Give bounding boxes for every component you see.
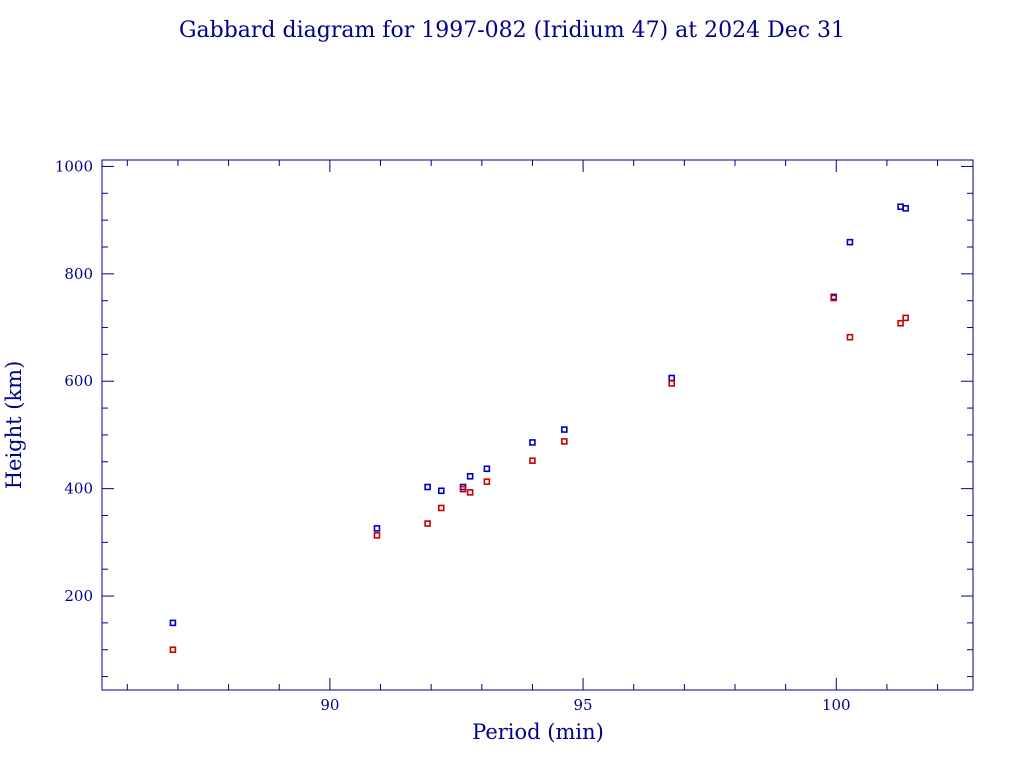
data-point: [897, 203, 904, 211]
y-tick-label: 1000: [55, 157, 93, 175]
data-point: [437, 504, 445, 512]
data-point: [846, 333, 854, 341]
axis-tick-labels: 90 95 100 200 400 600 800 1000: [55, 157, 851, 714]
data-point: [437, 487, 445, 495]
data-point: [169, 619, 177, 627]
data-point: [373, 525, 381, 532]
data-point: [902, 205, 909, 212]
data-point: [830, 294, 838, 302]
x-axis-label: Period (min): [472, 720, 604, 744]
y-tick-label: 600: [64, 372, 93, 390]
data-point: [373, 532, 381, 539]
data-point: [846, 238, 854, 246]
chart-title: Gabbard diagram for 1997-082 (Iridium 47…: [179, 18, 845, 43]
data-point: [459, 485, 467, 493]
data-point: [483, 465, 491, 473]
y-tick-label: 400: [64, 480, 93, 498]
data-point: [529, 457, 536, 465]
data-point: [424, 520, 431, 527]
data-point: [668, 380, 675, 387]
axis-ticks: [102, 160, 973, 690]
data-point: [561, 426, 568, 433]
data-point: [561, 438, 568, 445]
data-points: [169, 203, 909, 654]
x-tick-label: 100: [822, 696, 851, 714]
data-point: [466, 489, 474, 496]
data-point: [169, 646, 177, 654]
y-tick-label: 800: [64, 265, 93, 283]
data-point: [529, 439, 536, 446]
data-point: [897, 319, 904, 327]
data-point: [483, 478, 491, 485]
x-tick-label: 95: [574, 696, 593, 714]
data-point: [668, 374, 675, 382]
y-tick-label: 200: [64, 587, 93, 605]
plot-frame: [101, 159, 974, 691]
y-axis-label: Height (km): [2, 361, 26, 490]
data-point: [902, 314, 909, 322]
data-point: [466, 472, 474, 480]
x-tick-label: 90: [320, 696, 339, 714]
data-point: [424, 483, 431, 491]
